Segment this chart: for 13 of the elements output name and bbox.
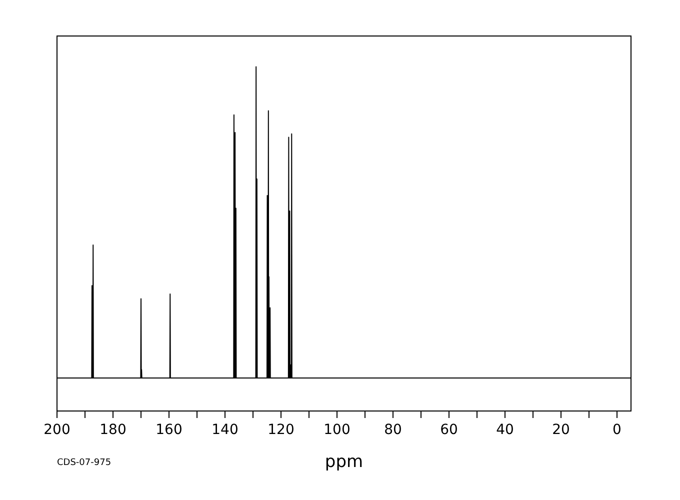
text: CDS-07-975 bbox=[57, 458, 112, 468]
x-tick-label: 200 bbox=[44, 422, 70, 438]
x-tick-label: 80 bbox=[384, 422, 402, 438]
x-tick-label: 100 bbox=[324, 422, 350, 438]
x-tick-label: 60 bbox=[440, 422, 458, 438]
x-tick-label: 160 bbox=[156, 422, 182, 438]
x-tick-label: 140 bbox=[212, 422, 238, 438]
x-tick-label: 180 bbox=[100, 422, 126, 438]
x-tick-label: 20 bbox=[552, 422, 570, 438]
x-tick-label: 0 bbox=[612, 422, 622, 438]
x-tick-label: 120 bbox=[268, 422, 294, 438]
x-tick-label: 40 bbox=[496, 422, 514, 438]
x-axis-title: ppm bbox=[324, 452, 364, 472]
